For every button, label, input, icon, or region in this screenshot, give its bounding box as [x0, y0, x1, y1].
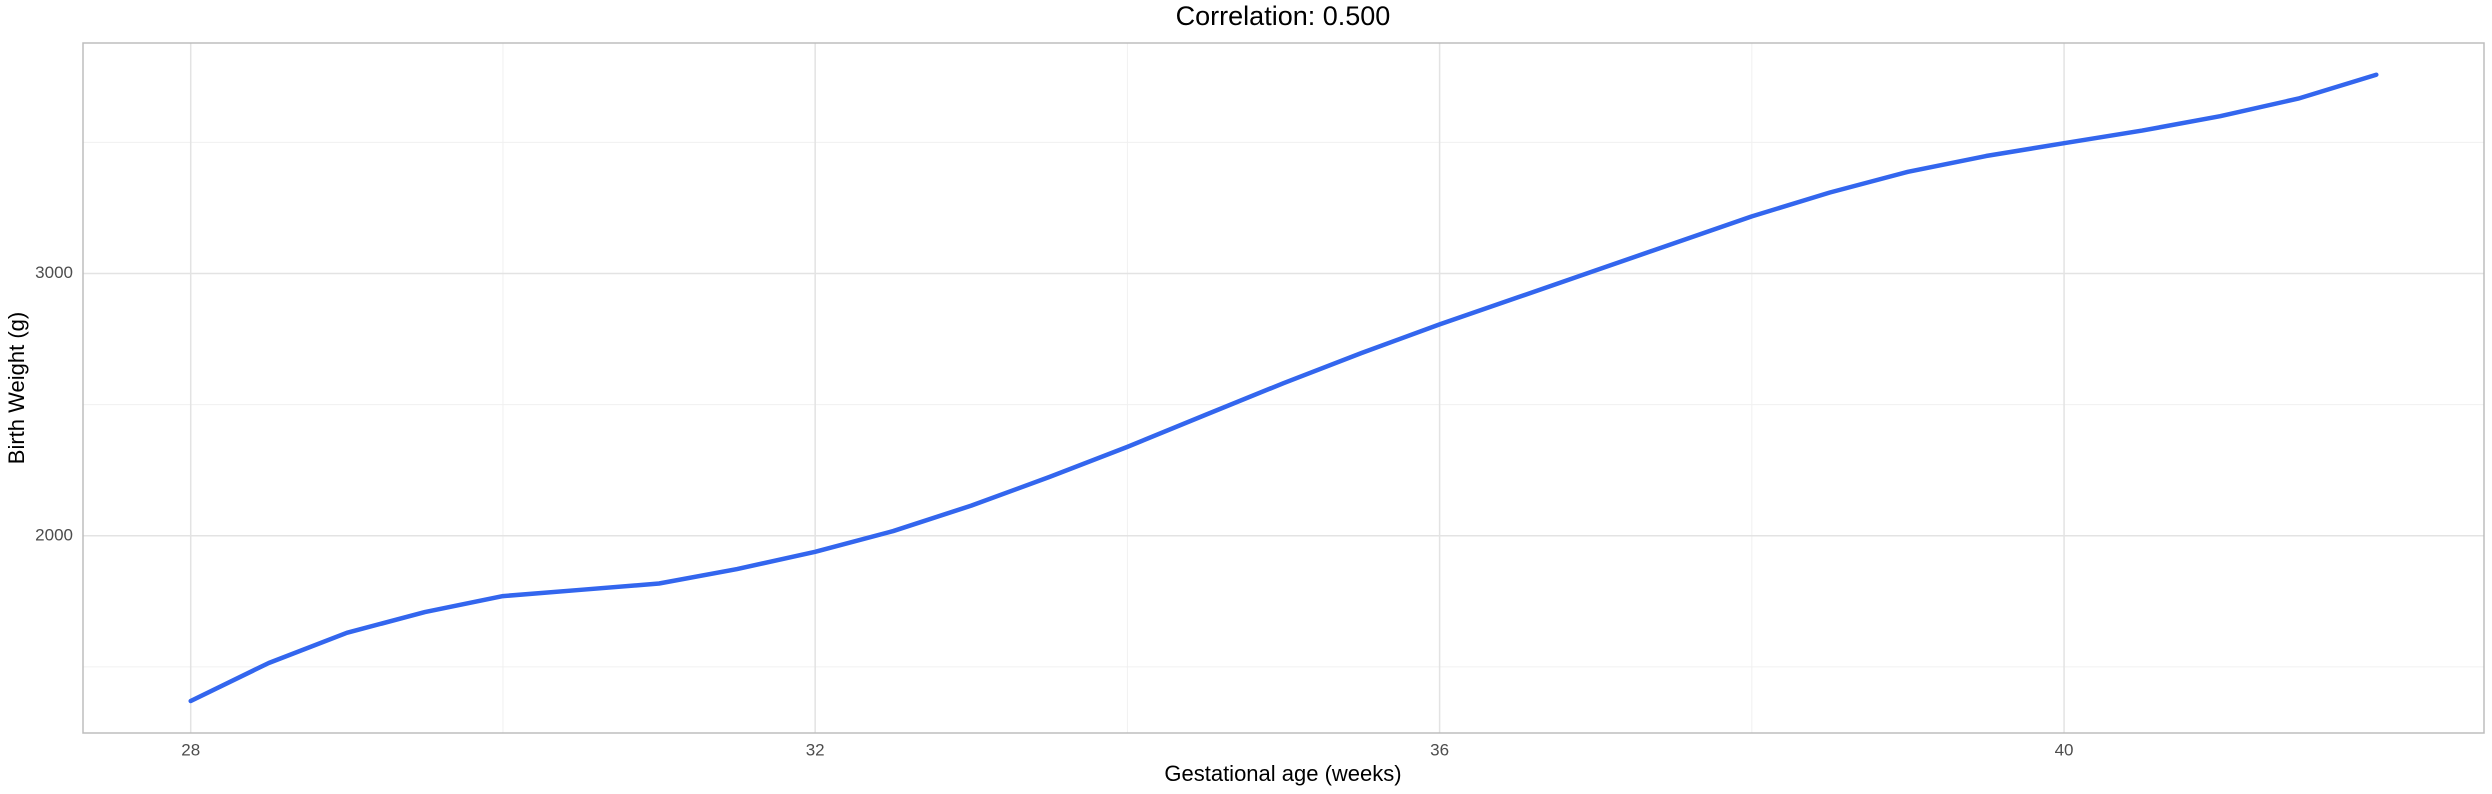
- line: [188, 72, 2379, 704]
- y-tick-label: 2000: [35, 525, 73, 544]
- plot-border: [82, 42, 2485, 734]
- x-tick-label: 40: [2055, 740, 2074, 759]
- x-tick-label: 36: [1430, 740, 1449, 759]
- x-tick-label: 28: [181, 740, 200, 759]
- chart-title: Correlation: 0.500: [1176, 1, 1391, 31]
- x-tick-label: 32: [806, 740, 825, 759]
- y-axis-title: Birth Weight (g): [4, 312, 29, 464]
- x-axis-title: Gestational age (weeks): [1164, 761, 1401, 786]
- y-tick-label: 3000: [35, 263, 73, 282]
